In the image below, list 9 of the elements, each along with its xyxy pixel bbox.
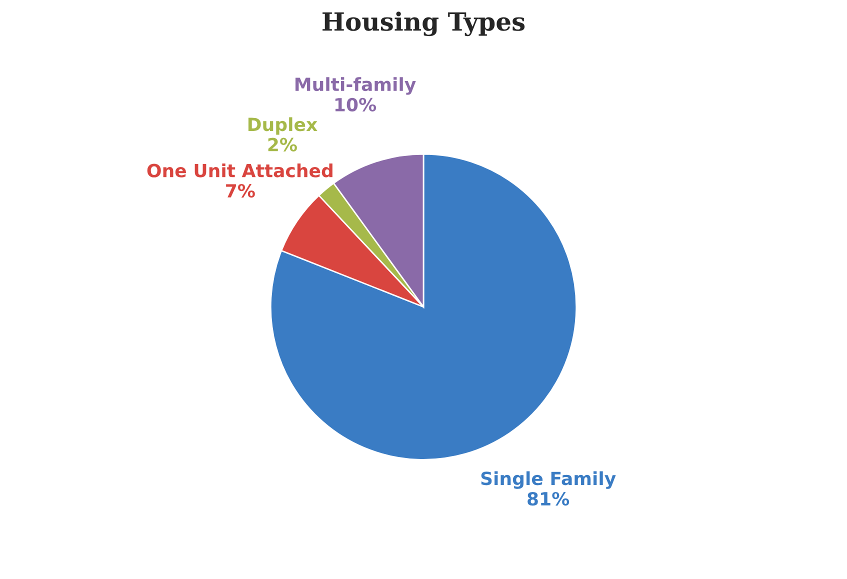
chart-title: Housing Types — [322, 12, 525, 36]
slice-label: Multi-family — [296, 77, 416, 95]
data-label: 81% — [528, 492, 570, 506]
slice-label: One Unit Attached — [147, 163, 332, 178]
data-label: 2% — [268, 138, 297, 152]
data-label: 10% — [335, 98, 376, 112]
data-label: 7% — [226, 184, 255, 198]
slice-label: Single Family — [481, 471, 616, 489]
slice-label: Duplex — [248, 117, 318, 135]
